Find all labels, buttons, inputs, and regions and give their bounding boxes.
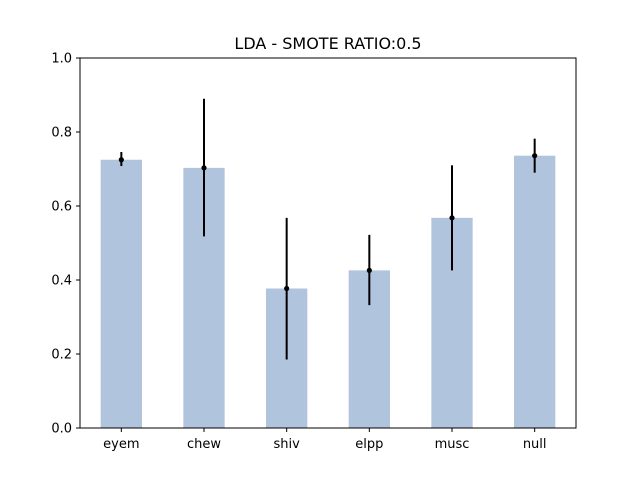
y-tick-label: 0.2	[51, 348, 72, 363]
mean-point-eyem	[118, 157, 124, 163]
mean-point-musc	[449, 215, 455, 221]
mean-point-elpp	[366, 267, 372, 273]
y-tick-label: 0.0	[51, 422, 72, 437]
x-tick-label: shiv	[274, 437, 301, 452]
x-tick-label: elpp	[355, 437, 383, 452]
bar-null	[514, 155, 556, 428]
x-tick-label: musc	[435, 437, 470, 452]
x-tick-label: null	[523, 437, 547, 452]
error-bars-group	[118, 98, 538, 360]
plot-frame	[79, 57, 577, 429]
y-tick-label: 0.8	[51, 126, 72, 141]
x-axis: eyem chew shiv elpp musc null	[103, 428, 547, 452]
y-tick-label: 1.0	[51, 52, 72, 67]
mean-point-null	[532, 153, 538, 159]
x-tick-label: eyem	[103, 437, 139, 452]
chart-title: LDA - SMOTE RATIO:0.5	[234, 34, 421, 53]
bars-group	[100, 155, 556, 428]
bar-eyem	[100, 159, 142, 428]
mean-point-chew	[201, 165, 207, 171]
y-tick-label: 0.6	[51, 200, 72, 215]
y-axis: 0.0 0.2 0.4 0.6 0.8 1.0	[51, 52, 80, 437]
mean-point-shiv	[284, 285, 290, 292]
x-tick-label: chew	[187, 437, 221, 452]
y-tick-label: 0.4	[51, 274, 72, 289]
